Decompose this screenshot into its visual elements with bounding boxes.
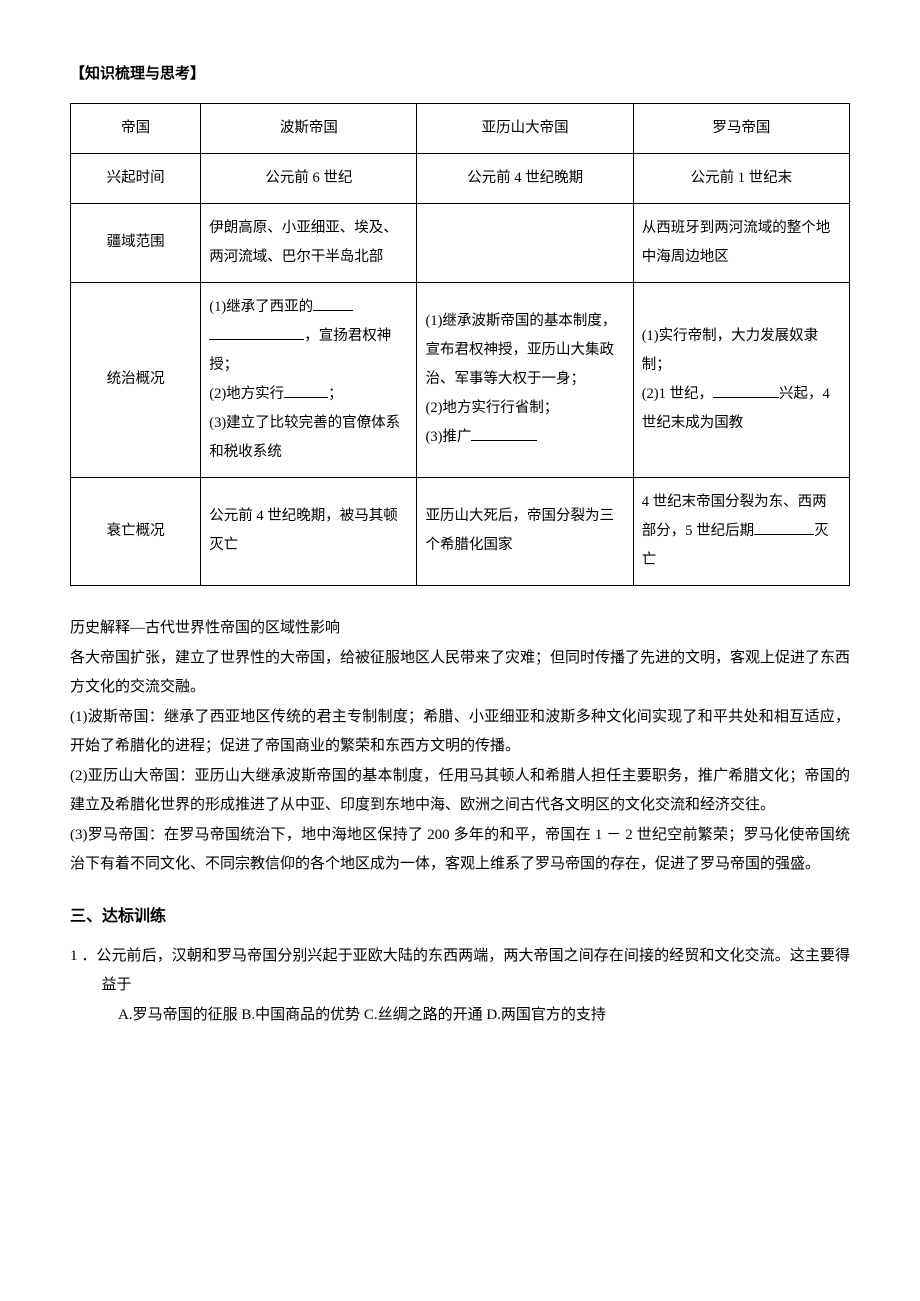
practice-heading: 三、达标训练	[70, 902, 850, 932]
table-row-rise: 兴起时间 公元前 6 世纪 公元前 4 世纪晚期 公元前 1 世纪末	[71, 153, 850, 203]
text: (2)1 世纪，	[642, 386, 713, 402]
fill-blank[interactable]	[313, 295, 353, 311]
th-persia: 波斯帝国	[201, 103, 417, 153]
fill-blank[interactable]	[754, 519, 814, 535]
fill-blank[interactable]	[713, 382, 779, 398]
question-1-stem: 1 ．公元前后，汉朝和罗马帝国分别兴起于亚欧大陆的东西两端，两大帝国之间存在间接…	[70, 942, 850, 999]
explanation-p1: (1)波斯帝国：继承了西亚地区传统的君主专制制度；希腊、小亚细亚和波斯多种文化间…	[70, 703, 850, 760]
text: (3)建立了比较完善的官僚体系和税收系统	[209, 415, 400, 460]
cell-fall-persia: 公元前 4 世纪晚期，被马其顿灭亡	[201, 477, 417, 585]
table-row-territory: 疆域范围 伊朗高原、小亚细亚、埃及、两河流域、巴尔干半岛北部 从西班牙到两河流域…	[71, 203, 850, 282]
text: (2)地方实行行省制；	[425, 400, 558, 416]
table-row-rule: 统治概况 (1)继承了西亚的 ，宣扬君权神授； (2)地方实行； (3)建立了比…	[71, 282, 850, 477]
text: (1)继承了西亚的	[209, 299, 313, 315]
cell-rule-persia: (1)继承了西亚的 ，宣扬君权神授； (2)地方实行； (3)建立了比较完善的官…	[201, 282, 417, 477]
cell-fall-label: 衰亡概况	[71, 477, 201, 585]
text: (1)继承波斯帝国的基本制度，宣布君权神授，亚历山大集政治、军事等大权于一身；	[425, 313, 616, 387]
cell-rise-persia: 公元前 6 世纪	[201, 153, 417, 203]
question-1-options: A.罗马帝国的征服 B.中国商品的优势 C.丝绸之路的开通 D.两国官方的支持	[70, 1001, 850, 1030]
table-header-row: 帝国 波斯帝国 亚历山大帝国 罗马帝国	[71, 103, 850, 153]
explanation-heading: 历史解释—古代世界性帝国的区域性影响	[70, 614, 850, 643]
cell-territory-persia: 伊朗高原、小亚细亚、埃及、两河流域、巴尔干半岛北部	[201, 203, 417, 282]
explanation-p2: (2)亚历山大帝国：亚历山大继承波斯帝国的基本制度，任用马其顿人和希腊人担任主要…	[70, 762, 850, 819]
section-title-knowledge: 【知识梳理与思考】	[70, 60, 850, 89]
cell-territory-label: 疆域范围	[71, 203, 201, 282]
explanation-p3: (3)罗马帝国：在罗马帝国统治下，地中海地区保持了 200 多年的和平，帝国在 …	[70, 821, 850, 878]
cell-territory-rome: 从西班牙到两河流域的整个地中海周边地区	[633, 203, 849, 282]
cell-rule-label: 统治概况	[71, 282, 201, 477]
text: (2)地方实行	[209, 386, 284, 402]
explanation-intro: 各大帝国扩张，建立了世界性的大帝国，给被征服地区人民带来了灾难；但同时传播了先进…	[70, 644, 850, 701]
fill-blank[interactable]	[284, 382, 328, 398]
th-empire: 帝国	[71, 103, 201, 153]
cell-rule-rome: (1)实行帝制，大力发展奴隶制； (2)1 世纪，兴起，4 世纪末成为国教	[633, 282, 849, 477]
cell-territory-alexander	[417, 203, 633, 282]
cell-rise-label: 兴起时间	[71, 153, 201, 203]
text: ；	[328, 386, 343, 402]
empires-table: 帝国 波斯帝国 亚历山大帝国 罗马帝国 兴起时间 公元前 6 世纪 公元前 4 …	[70, 103, 850, 586]
fill-blank[interactable]	[471, 426, 537, 442]
cell-fall-rome: 4 世纪末帝国分裂为东、西两部分，5 世纪后期灭亡	[633, 477, 849, 585]
th-rome: 罗马帝国	[633, 103, 849, 153]
text: (1)实行帝制，大力发展奴隶制；	[642, 328, 818, 373]
fill-blank[interactable]	[209, 324, 304, 340]
cell-fall-alexander: 亚历山大死后，帝国分裂为三个希腊化国家	[417, 477, 633, 585]
cell-rule-alexander: (1)继承波斯帝国的基本制度，宣布君权神授，亚历山大集政治、军事等大权于一身； …	[417, 282, 633, 477]
th-alexander: 亚历山大帝国	[417, 103, 633, 153]
question-1: 1 ．公元前后，汉朝和罗马帝国分别兴起于亚欧大陆的东西两端，两大帝国之间存在间接…	[70, 942, 850, 1030]
cell-rise-rome: 公元前 1 世纪末	[633, 153, 849, 203]
cell-rise-alexander: 公元前 4 世纪晚期	[417, 153, 633, 203]
table-row-fall: 衰亡概况 公元前 4 世纪晚期，被马其顿灭亡 亚历山大死后，帝国分裂为三个希腊化…	[71, 477, 850, 585]
text: (3)推广	[425, 429, 471, 445]
